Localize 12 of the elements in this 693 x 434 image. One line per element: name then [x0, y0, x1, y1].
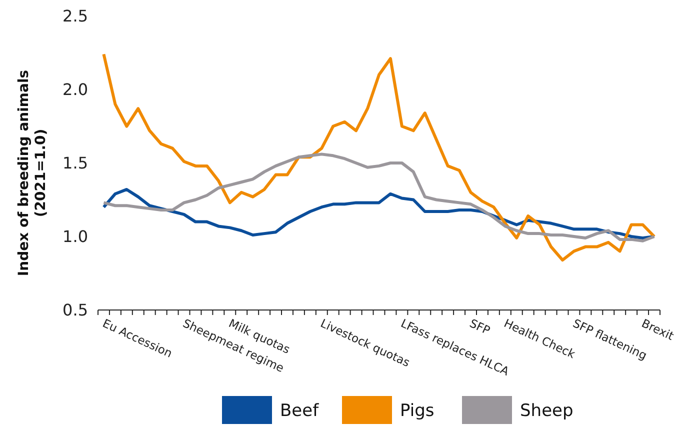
legend-label: Pigs	[400, 400, 434, 421]
y-tick-label: 1.5	[62, 154, 88, 173]
line-series	[102, 52, 656, 262]
y-tick-label: 2.0	[62, 80, 88, 100]
y-tick-label: 2.5	[62, 6, 88, 26]
y-tick-label: 1.0	[62, 227, 88, 246]
line-series	[102, 152, 656, 242]
y-axis-title: Index of breeding animals (2021=1.0)	[16, 70, 49, 276]
legend-label: Beef	[280, 400, 320, 421]
legend-label: Sheep	[520, 400, 574, 421]
y-tick-label: 0.5	[62, 300, 88, 320]
x-tick-label: SFP	[467, 316, 492, 338]
